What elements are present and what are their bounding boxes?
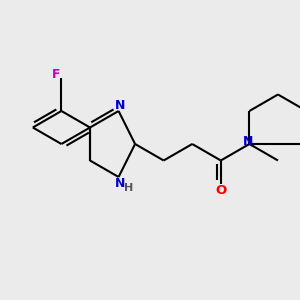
Text: F: F <box>52 68 60 81</box>
Text: N: N <box>115 99 125 112</box>
Text: O: O <box>215 184 226 197</box>
Text: N: N <box>115 177 125 190</box>
Text: H: H <box>124 183 134 194</box>
Text: N: N <box>243 135 253 148</box>
